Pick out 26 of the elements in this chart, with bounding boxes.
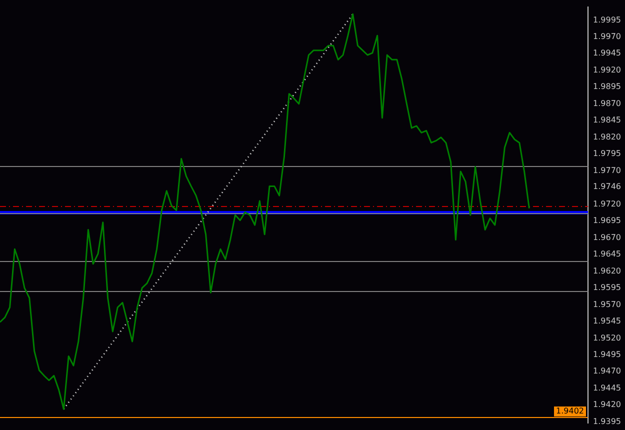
y-tick-label: 1.9620 <box>593 266 622 276</box>
y-tick-label: 1.9945 <box>593 48 622 58</box>
y-tick-label: 1.9670 <box>593 232 622 242</box>
y-tick-label: 1.9870 <box>593 98 622 108</box>
y-tick-label: 1.9520 <box>593 333 622 342</box>
y-tick-label: 1.9920 <box>593 65 622 74</box>
y-tick-label: 1.9820 <box>593 132 622 142</box>
y-tick-label: 1.9995 <box>593 15 622 24</box>
y-tick-label: 1.9770 <box>593 166 622 175</box>
y-tick-label: 1.9420 <box>593 400 622 410</box>
y-tick-label: 1.9695 <box>593 216 622 226</box>
y-tick-label: 1.9795 <box>593 149 622 158</box>
ref-line-label: 1.9402 <box>556 406 584 416</box>
y-tick-label: 1.9895 <box>593 82 622 92</box>
y-tick-label: 1.9570 <box>593 300 622 309</box>
y-tick-label: 1.9395 <box>593 416 622 426</box>
y-tick-label: 1.9970 <box>593 32 622 42</box>
y-tick-label: 1.9545 <box>593 316 622 326</box>
y-tick-label: 1.9445 <box>593 383 622 392</box>
y-tick-label: 1.9645 <box>593 250 622 259</box>
y-tick-label: 1.9746 <box>593 182 622 191</box>
y-tick-label: 1.9595 <box>593 283 622 292</box>
y-tick-label: 1.9845 <box>593 116 622 125</box>
y-tick-label: 1.9470 <box>593 366 622 376</box>
y-tick-label: 1.9495 <box>593 350 622 359</box>
y-tick-label: 1.9720 <box>593 199 622 208</box>
